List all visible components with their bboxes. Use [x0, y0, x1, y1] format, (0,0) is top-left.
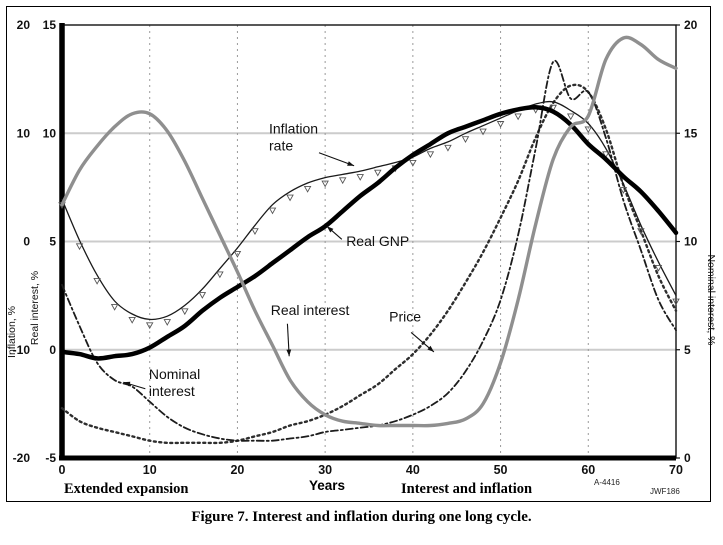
real-gnp-label-arrowhead: [326, 226, 334, 233]
series-inflation_rate-marker: [233, 250, 242, 258]
series-inflation_rate-marker: [549, 104, 557, 112]
real-interest-label-arrowhead: [286, 349, 292, 357]
series-inflation_rate-marker: [268, 207, 277, 215]
series-inflation_rate-marker: [356, 174, 364, 181]
series-inflation_rate-marker: [672, 298, 680, 306]
left-inner-tick-label: -5: [45, 451, 56, 465]
series-inflation_rate-marker: [303, 185, 312, 193]
footer-extended-expansion: Extended expansion: [64, 481, 189, 497]
left-inner-tick-label: 0: [49, 343, 56, 357]
x-tick-label: 50: [494, 463, 508, 477]
series-inflation_rate-marker: [145, 322, 154, 330]
series-inflation_rate-marker: [461, 136, 470, 143]
real-gnp-label: Real GNP: [346, 233, 409, 249]
left-outer-tick-label: 20: [17, 18, 31, 32]
right-tick-label: 15: [684, 126, 698, 140]
left-outer-tick-label: -10: [13, 343, 31, 357]
nominal-interest-label-arrowhead: [123, 381, 131, 387]
left-inner-tick-label: 15: [43, 18, 57, 32]
x-tick-label: 0: [59, 463, 66, 477]
x-axis-title: Years: [308, 478, 346, 493]
left-inner-tick-label: 10: [43, 126, 57, 140]
left-outer-tick-label: -20: [13, 451, 31, 465]
series-inflation_rate-marker: [128, 316, 136, 324]
series-inflation_rate-marker: [602, 151, 610, 159]
series-inflation_rate: [61, 100, 677, 321]
series-inflation_rate-marker: [496, 121, 505, 128]
series-inflation_rate-marker: [286, 194, 294, 202]
series-inflation_rate-marker: [444, 144, 452, 152]
real-interest-label: Real interest: [271, 302, 350, 318]
x-tick-label: 40: [406, 463, 420, 477]
nominal-interest-label: Nominal: [149, 366, 200, 382]
nominal-interest-label: interest: [149, 383, 195, 399]
figure-frame: [6, 6, 711, 502]
series-inflation_rate-marker: [251, 228, 259, 235]
right-tick-label: 0: [684, 451, 691, 465]
left-outer-tick-label: 0: [23, 235, 30, 249]
right-tick-label: 5: [684, 343, 691, 357]
inflation-rate-label: Inflation: [269, 120, 318, 136]
inflation-rate-label: rate: [269, 137, 293, 153]
real-interest-axis-title: Real interest, %: [29, 271, 41, 345]
nominal-interest-axis-title: Nominal interest, %: [705, 254, 717, 345]
series-real_interest: [60, 35, 678, 428]
figure-caption: Figure 7. Interest and inflation during …: [191, 509, 532, 525]
series-inflation_rate-marker: [479, 128, 487, 136]
series-inflation_rate-marker: [110, 303, 119, 311]
series-inflation_rate-marker: [619, 187, 628, 194]
x-tick-label: 60: [581, 463, 595, 477]
series-inflation_rate-marker: [514, 113, 522, 121]
left-outer-tick-label: 10: [17, 126, 31, 140]
series-inflation_rate-marker: [654, 265, 663, 272]
price-label: Price: [389, 309, 421, 325]
right-tick-label: 20: [684, 18, 698, 32]
series-inflation_rate-marker: [374, 169, 382, 177]
series-inflation_rate-marker: [163, 319, 172, 326]
footer-interest-and-inflation: Interest and inflation: [401, 481, 533, 497]
inflation-axis-title: Inflation, %: [6, 306, 18, 358]
series-inflation_rate-marker: [637, 228, 645, 235]
right-tick-label: 10: [684, 235, 698, 249]
inflation-rate-label-arrowhead: [347, 161, 355, 166]
series-inflation_rate-marker: [216, 271, 224, 279]
series-inflation_rate-marker: [426, 151, 435, 159]
series-inflation_rate-marker: [93, 278, 101, 285]
series-inflation_rate-marker: [338, 177, 347, 185]
plate-code-right: JWF186: [650, 487, 680, 496]
series-inflation_rate-marker: [409, 160, 417, 167]
series-inflation_rate-marker: [198, 292, 207, 299]
series-inflation_rate-marker: [181, 308, 189, 316]
series-inflation_rate-marker: [584, 126, 593, 134]
x-tick-label: 70: [669, 463, 683, 477]
series-inflation_rate-marker: [566, 113, 575, 121]
left-inner-tick-label: 5: [49, 235, 56, 249]
x-tick-label: 10: [143, 463, 157, 477]
plate-code-left: A-4416: [594, 478, 620, 487]
x-tick-label: 30: [318, 463, 332, 477]
series-inflation_rate-marker: [75, 243, 84, 251]
series-inflation_rate-marker: [321, 180, 329, 188]
price-label-arrowhead: [427, 345, 434, 352]
series-price: [60, 83, 678, 445]
x-tick-label: 20: [230, 463, 244, 477]
